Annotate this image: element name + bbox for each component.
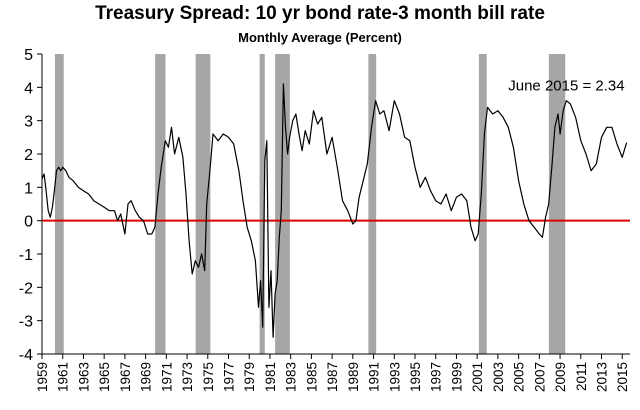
x-tick-label: 1977 bbox=[222, 362, 237, 392]
x-tick-label: 1997 bbox=[429, 362, 444, 392]
x-tick-label: 1959 bbox=[35, 362, 50, 392]
recession-band-2 bbox=[155, 54, 166, 354]
series bbox=[41, 83, 628, 338]
y-tick-label: 1 bbox=[24, 180, 33, 197]
recession-band-7 bbox=[478, 54, 487, 354]
chart-subtitle: Monthly Average (Percent) bbox=[238, 30, 402, 45]
x-tick-label: 1987 bbox=[325, 362, 340, 392]
x-tick-label: 1985 bbox=[304, 362, 319, 392]
x-tick-label: 2003 bbox=[491, 362, 506, 392]
x-tick-label: 1971 bbox=[159, 362, 174, 392]
y-tick-label: 4 bbox=[24, 80, 33, 97]
x-tick-label: 1975 bbox=[201, 362, 216, 392]
x-tick-label: 1967 bbox=[118, 362, 133, 392]
recession-band-6 bbox=[368, 54, 377, 354]
x-tick-label: 2001 bbox=[470, 362, 485, 392]
x-tick-label: 2007 bbox=[532, 362, 547, 392]
x-tick-label: 1993 bbox=[387, 362, 402, 392]
recession-bands bbox=[54, 54, 566, 354]
y-tick-label: 3 bbox=[24, 114, 33, 131]
y-tick-label: -1 bbox=[19, 247, 33, 264]
x-tick-label: 1979 bbox=[242, 362, 257, 392]
x-tick-label: 1965 bbox=[97, 362, 112, 392]
x-tick-label: 1995 bbox=[408, 362, 423, 392]
y-tick-label: -3 bbox=[19, 314, 33, 331]
x-tick-label: 1999 bbox=[449, 362, 464, 392]
x-tick-label: 1989 bbox=[346, 362, 361, 392]
x-tick-label: 2015 bbox=[615, 362, 630, 392]
axes: -4 -3 -2 -1 0 1 2 3 4 5 1959 1961 1963 1965 1967 1969 19… bbox=[19, 47, 630, 392]
recession-band-3 bbox=[195, 54, 211, 354]
recession-band-5 bbox=[275, 54, 290, 354]
x-tick-label: 2011 bbox=[574, 362, 589, 391]
x-tick-label: 1983 bbox=[284, 362, 299, 392]
x-tick-label: 2005 bbox=[512, 362, 527, 392]
series-line-1 bbox=[41, 83, 628, 338]
annotation-label: June 2015 = 2.34 bbox=[508, 78, 624, 95]
y-tick-label: 2 bbox=[24, 147, 33, 164]
x-tick-label: 2009 bbox=[553, 362, 568, 392]
x-tick-label: 1961 bbox=[56, 362, 71, 392]
x-tick-label: 1969 bbox=[139, 362, 154, 392]
y-tick-label: 0 bbox=[24, 214, 33, 231]
x-tick-label: 1973 bbox=[180, 362, 195, 392]
annotations: June 2015 = 2.34 bbox=[508, 78, 624, 95]
x-tick-label: 1963 bbox=[76, 362, 91, 392]
y-tick-label: -2 bbox=[19, 280, 33, 297]
y-tick-label: 5 bbox=[24, 47, 33, 64]
recession-band-8 bbox=[548, 54, 566, 354]
x-tick-label: 2013 bbox=[595, 362, 610, 392]
x-tick-label: 1981 bbox=[263, 362, 278, 392]
chart-title: Treasury Spread: 10 yr bond rate-3 month… bbox=[95, 3, 545, 24]
recession-band-4 bbox=[259, 54, 265, 354]
recession-band-1 bbox=[54, 54, 64, 354]
y-tick-label: -4 bbox=[19, 347, 33, 364]
x-tick-label: 1991 bbox=[367, 362, 382, 392]
